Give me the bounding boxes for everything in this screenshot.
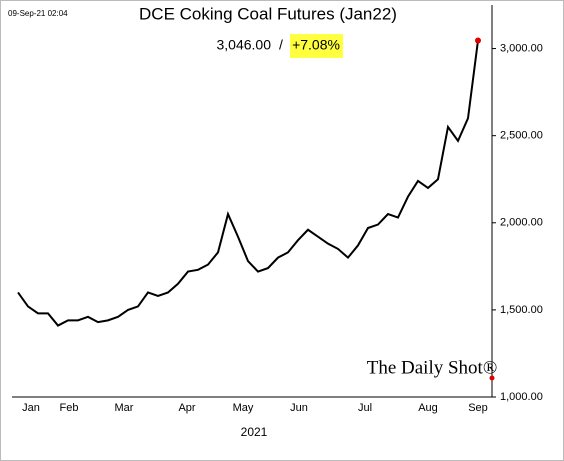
watermark: The Daily Shot® bbox=[367, 357, 498, 378]
y-tick-label: 1,000.00 bbox=[500, 391, 543, 403]
x-tick-label: Jan bbox=[22, 402, 40, 414]
line bbox=[17, 40, 479, 327]
separator: / bbox=[279, 37, 283, 53]
x-tick-label: Jun bbox=[290, 402, 308, 414]
x-tick-label: May bbox=[233, 402, 254, 414]
chart-title: DCE Coking Coal Futures (Jan22) bbox=[139, 4, 397, 23]
change-highlight bbox=[290, 34, 343, 58]
y-tick-label: 1,500.00 bbox=[500, 304, 543, 316]
x-tick-label: Jul bbox=[358, 402, 372, 414]
x-tick-label: Mar bbox=[115, 402, 134, 414]
x-axis-label: 2021 bbox=[241, 425, 268, 439]
x-tick-label: Apr bbox=[178, 402, 195, 414]
x-tick-label: Feb bbox=[60, 402, 79, 414]
axis-dot bbox=[489, 375, 495, 381]
y-tick-label: 2,000.00 bbox=[500, 217, 543, 229]
y-tick-label: 3,000.00 bbox=[500, 42, 543, 54]
y-tick-label: 2,500.00 bbox=[500, 130, 543, 142]
last-point bbox=[475, 37, 481, 44]
x-tick-label: Sep bbox=[468, 402, 488, 414]
last-value: 3,046.00 bbox=[217, 37, 272, 53]
timestamp: 09-Sep-21 02:04 bbox=[8, 9, 68, 18]
change-label: +7.08% bbox=[292, 37, 340, 53]
x-tick-label: Aug bbox=[418, 402, 438, 414]
